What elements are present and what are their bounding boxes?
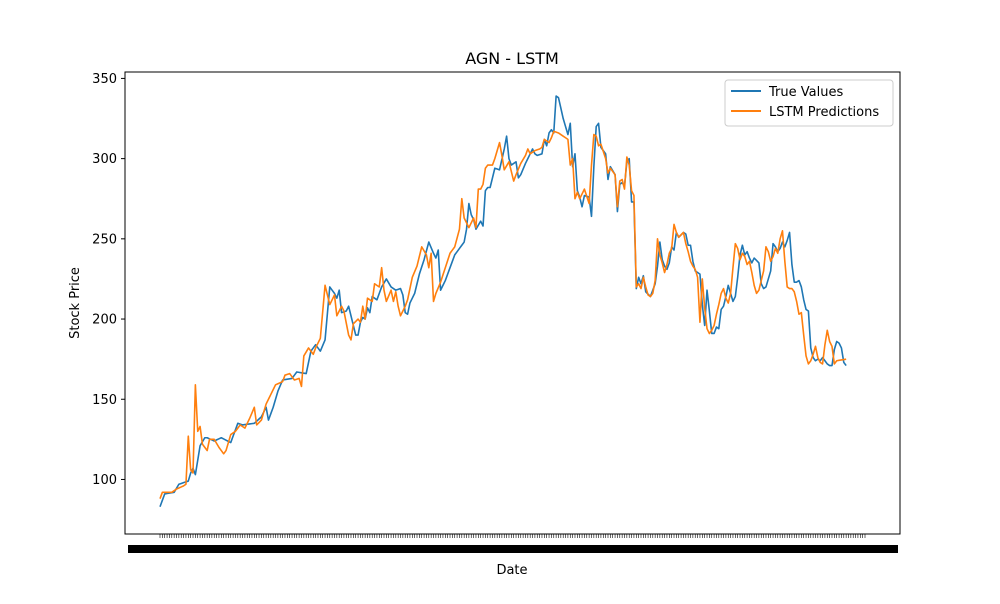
y-tick-label: 100 <box>92 473 117 488</box>
y-tick-label: 300 <box>92 152 117 167</box>
x-tick-labels-overlapped <box>128 545 898 553</box>
plot-area-frame <box>124 71 901 535</box>
legend-label-lstm-predictions: LSTM Predictions <box>769 105 879 120</box>
y-axis-label: Stock Price <box>68 267 83 339</box>
series-layer <box>159 95 847 508</box>
y-axis: 100 150 200 250 300 350 <box>92 72 125 488</box>
y-tick-label: 250 <box>92 232 117 247</box>
series-line-lstm-predictions <box>159 130 847 499</box>
chart-title: AGN - LSTM <box>465 49 559 68</box>
x-axis-label: Date <box>496 563 527 578</box>
legend-label-true-values: True Values <box>768 85 843 100</box>
y-tick-label: 200 <box>92 313 117 328</box>
series-line-true-values <box>159 95 847 508</box>
legend-box <box>724 79 894 127</box>
x-axis <box>128 534 898 553</box>
y-tick-label: 150 <box>92 393 117 408</box>
legend: True Values LSTM Predictions <box>724 79 894 127</box>
y-tick-label: 350 <box>92 72 117 87</box>
